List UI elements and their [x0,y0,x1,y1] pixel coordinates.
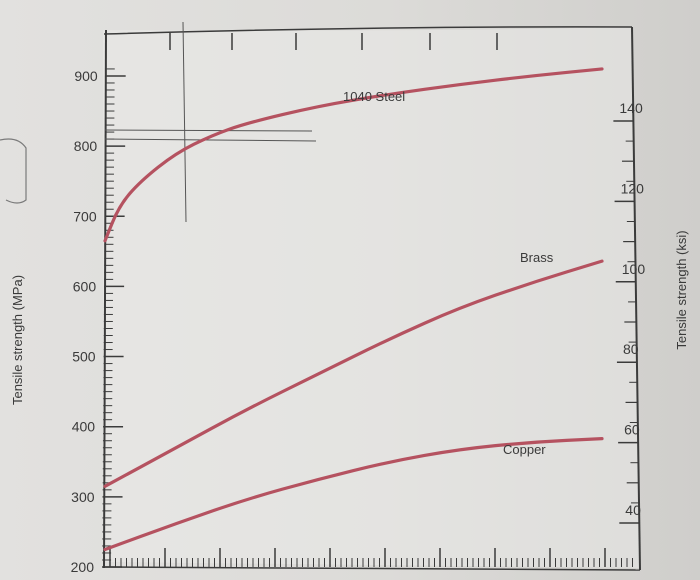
top-axis-line [103,26,633,35]
left-axis-tick-label: 400 [72,419,96,435]
right-axis-tick-label: 80 [623,341,639,357]
series-label-brass: Brass [520,250,554,265]
series-label-1040-steel: 1040 Steel [343,89,405,104]
right-axis-ticks: 40 60 80 100 120 140 [613,100,646,524]
right-axis-tick-label: 120 [621,180,645,196]
right-axis-tick-label: 140 [619,100,643,116]
series-group [103,67,604,552]
left-axis-tick-label: 800 [74,138,98,154]
horizontal-guide-line [104,138,317,142]
series-line-brass [103,259,604,488]
series-line-copper [103,437,604,552]
left-axis-tick-label: 900 [74,68,98,84]
vertical-guide-line [182,21,187,223]
pen-mark [0,138,27,204]
left-axis-line [103,29,107,569]
y-axis-label: Tensile strength (MPa) [10,275,25,405]
left-axis-tick-label: 500 [72,349,96,365]
right-axis-tick-label: 60 [624,422,640,438]
right-axis-line [631,26,641,571]
bottom-axis-line [103,566,641,571]
right-axis-tick-label: 40 [625,502,641,518]
plot-area [103,27,640,568]
left-axis-ticks: 200 300 400 500 600 700 800 900 [71,68,126,575]
left-axis-tick-label: 300 [71,489,95,505]
horizontal-guide-line [104,129,313,132]
y-axis-right-label: Tensile strength (ksi) [674,230,689,349]
right-axis-tick-label: 100 [622,261,646,277]
series-line-1040-steel [103,67,604,243]
left-axis-tick-label: 700 [73,208,97,224]
left-axis-tick-label: 600 [73,278,97,294]
axes-group [103,26,641,571]
reading-guide-lines [104,21,317,223]
left-axis-tick-label: 200 [71,559,95,575]
series-label-copper: Copper [503,442,546,457]
